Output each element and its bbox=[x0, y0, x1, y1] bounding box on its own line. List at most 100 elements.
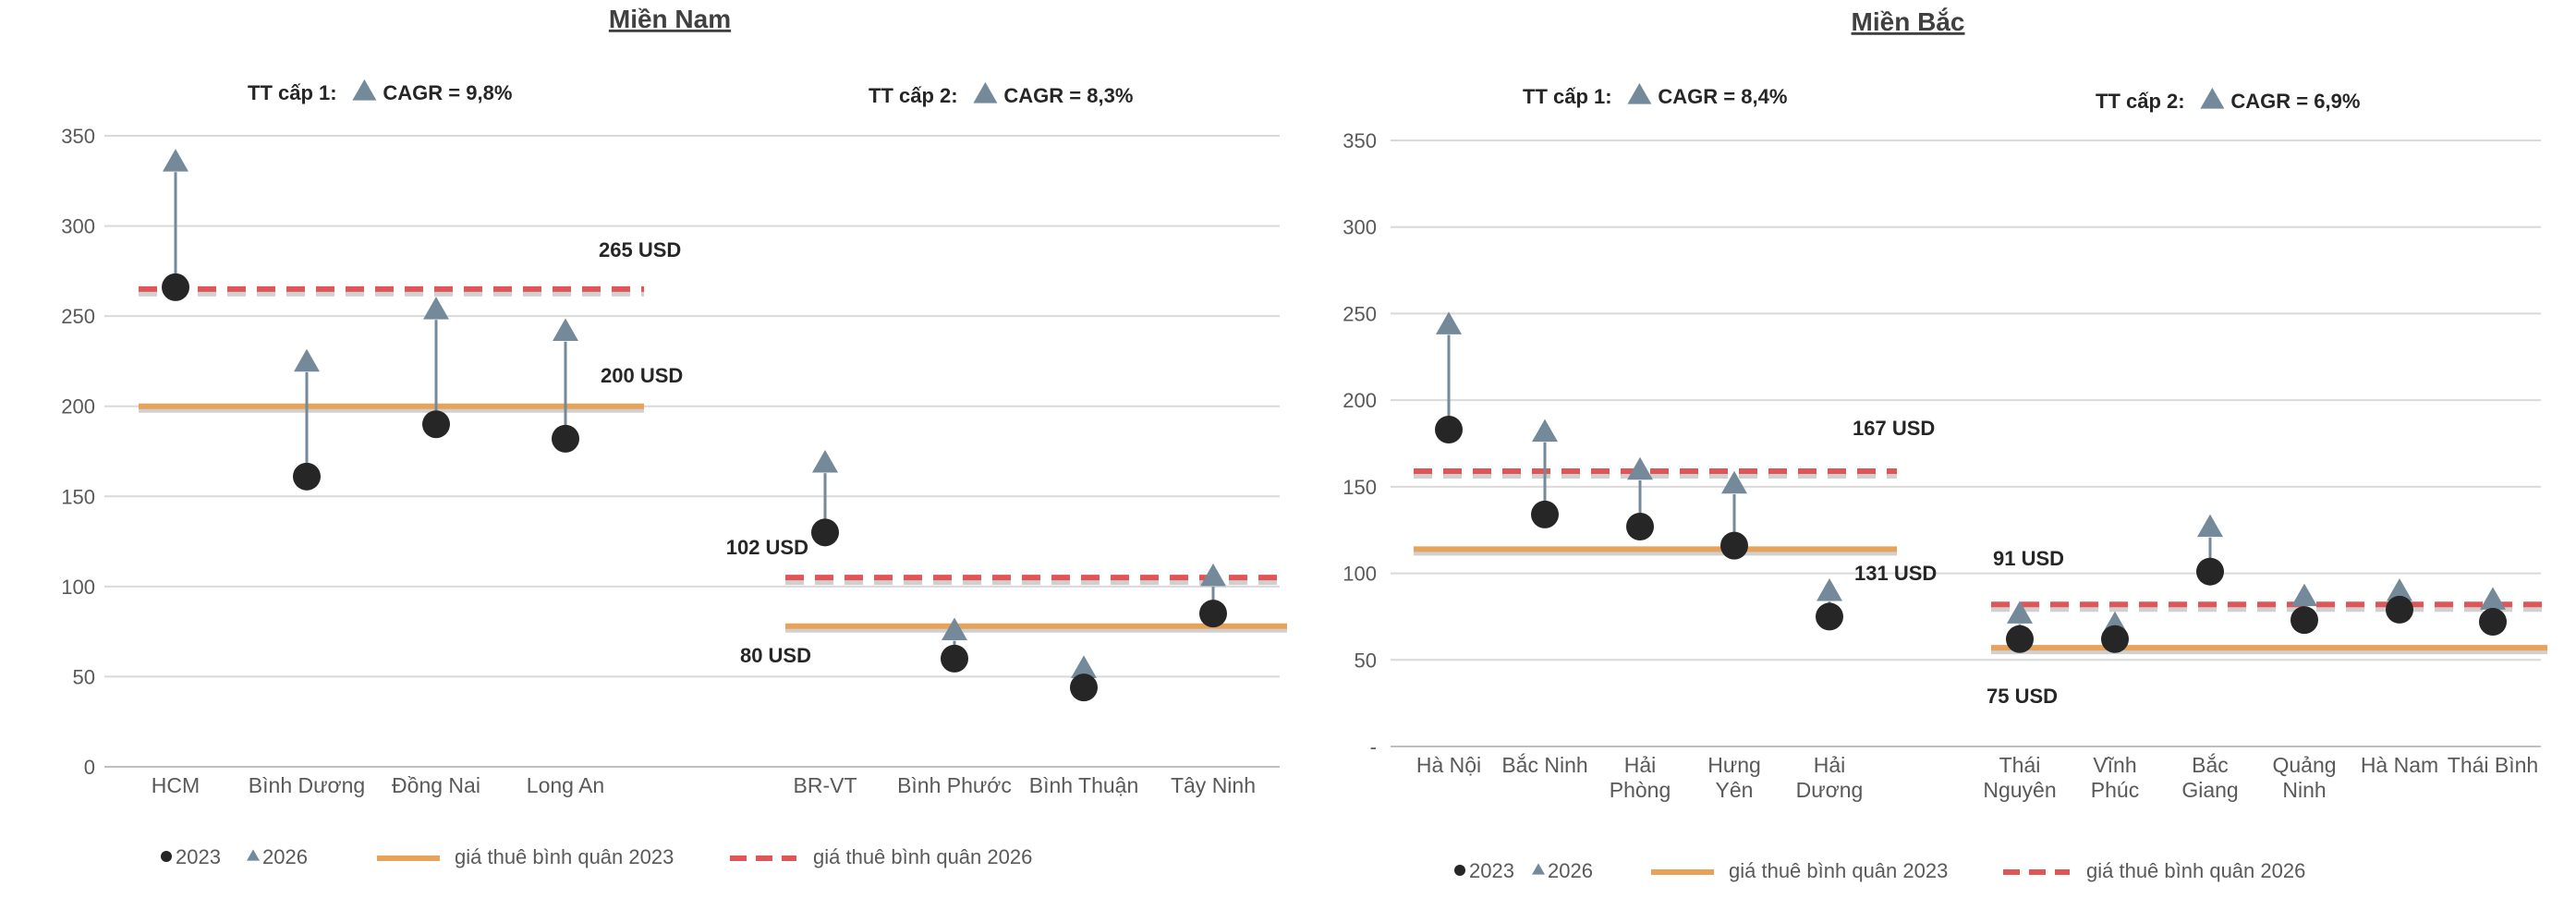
market-group-2: TT cấp 2: CAGR = 8,3% 102 USD 80 USD BR-VT Bì… bbox=[726, 81, 1287, 797]
point-2023-dot bbox=[1816, 602, 1843, 631]
point-2023-dot bbox=[293, 462, 321, 491]
market-group-1: TT cấp 1: CAGR = 8,4% 167 USD 131 USD Hà Nội… bbox=[1414, 82, 1937, 802]
point-2026-triangle bbox=[553, 318, 578, 342]
point-2026-triangle bbox=[423, 297, 449, 320]
avg-2023-label: 75 USD bbox=[1987, 685, 2058, 708]
point-2023-dot bbox=[1435, 416, 1463, 444]
y-tick-label: 250 bbox=[61, 305, 95, 328]
point-2026-triangle bbox=[1200, 563, 1226, 587]
legend-label-2023: 2023 bbox=[1469, 859, 1514, 882]
y-tick-label: 150 bbox=[61, 485, 95, 508]
y-tick-label: 300 bbox=[1343, 216, 1377, 239]
category-label: Đồng Nai bbox=[392, 773, 480, 797]
category-label: Bình Phước bbox=[897, 773, 1012, 797]
group-header-prefix: TT cấp 2: bbox=[869, 84, 958, 107]
point-2023-dot bbox=[552, 424, 579, 453]
point-2026-triangle bbox=[1627, 456, 1653, 480]
y-tick-label: 100 bbox=[1343, 563, 1377, 586]
avg-2023-label: 200 USD bbox=[601, 364, 683, 387]
legend-label-2026: 2026 bbox=[1548, 859, 1593, 882]
point-2026-triangle bbox=[942, 617, 967, 640]
point-2026-triangle bbox=[2480, 587, 2506, 610]
y-tick-label: 300 bbox=[61, 215, 95, 238]
group-header-prefix: TT cấp 1: bbox=[248, 81, 337, 104]
category-label: Long An bbox=[527, 773, 604, 797]
category-label: Giang bbox=[2181, 778, 2238, 802]
point-2026-triangle bbox=[294, 348, 320, 372]
category-label: Thái Bình bbox=[2448, 753, 2538, 777]
point-2026-triangle bbox=[1532, 419, 1558, 443]
y-tick-label: 250 bbox=[1343, 302, 1377, 325]
point-2026-triangle bbox=[2291, 583, 2317, 607]
point-2026-triangle bbox=[1817, 577, 1842, 601]
chart-title: Miền Nam bbox=[609, 5, 731, 33]
legend-label-avg-2026: giá thuê bình quân 2026 bbox=[813, 845, 1032, 868]
point-2026-triangle bbox=[1071, 655, 1097, 678]
legend-2023-dot-icon bbox=[1454, 865, 1465, 876]
legend-2026-triangle-icon bbox=[247, 849, 260, 861]
category-label: Hưng bbox=[1707, 753, 1761, 777]
legend-2023-dot-icon bbox=[161, 851, 172, 862]
category-label: Phúc bbox=[2091, 778, 2139, 802]
point-2023-dot bbox=[1720, 531, 1748, 560]
group-header-cagr: CAGR = 6,9% bbox=[2230, 90, 2360, 113]
category-label: Ninh bbox=[2282, 778, 2326, 802]
y-tick-label: 150 bbox=[1343, 476, 1377, 499]
category-label: Nguyên bbox=[1983, 778, 2056, 802]
category-label: Bắc Ninh bbox=[1501, 753, 1587, 777]
category-label: Dương bbox=[1796, 778, 1864, 802]
group-header-cagr: CAGR = 8,3% bbox=[1003, 84, 1133, 107]
header-triangle-icon bbox=[973, 81, 998, 103]
point-2023-dot bbox=[2006, 625, 2034, 653]
point-2023-dot bbox=[1070, 673, 1098, 702]
chart-legend: 2023 2026 giá thuê bình quân 2023 giá thuê … bbox=[161, 845, 1032, 868]
category-label: Bắc bbox=[2192, 753, 2229, 777]
market-group-1: TT cấp 1: CAGR = 9,8% 265 USD 200 USD HCM Bìn… bbox=[139, 79, 683, 797]
chart-panel-mien-bac: Miền Bắc - 50 100 150 200 250 300 350 TT cấp 1: CA… bbox=[1343, 7, 2547, 882]
point-2023-dot bbox=[1626, 512, 1654, 540]
category-label: Hải bbox=[1814, 753, 1846, 777]
point-2023-dot bbox=[811, 518, 839, 547]
point-2026-triangle bbox=[163, 149, 188, 172]
category-label: Hà Nội bbox=[1416, 753, 1481, 777]
legend-label-avg-2023: giá thuê bình quân 2023 bbox=[455, 845, 674, 868]
legend-label-2023: 2023 bbox=[176, 845, 221, 868]
y-tick-label: 200 bbox=[1343, 389, 1377, 412]
group-header-prefix: TT cấp 1: bbox=[1523, 85, 1612, 108]
group-header-cagr: CAGR = 8,4% bbox=[1658, 85, 1787, 108]
point-2023-dot bbox=[1199, 600, 1227, 628]
y-tick-label: 0 bbox=[84, 756, 95, 779]
legend-2026-triangle-icon bbox=[1532, 863, 1545, 875]
point-2023-dot bbox=[2196, 557, 2224, 586]
point-2023-dot bbox=[941, 644, 968, 673]
y-tick-label: 50 bbox=[1355, 649, 1377, 672]
group-header-prefix: TT cấp 2: bbox=[2096, 90, 2185, 113]
legend-label-2026: 2026 bbox=[262, 845, 308, 868]
avg-2023-label: 131 USD bbox=[1854, 562, 1937, 585]
category-label: Hà Nam bbox=[2361, 753, 2438, 777]
y-tick-label: 200 bbox=[61, 395, 95, 419]
chart-panel-mien-nam: Miền Nam 0 50 100 150 200 250 300 350 TT cấp 1: CA… bbox=[61, 5, 1287, 868]
avg-2026-label: 265 USD bbox=[599, 238, 681, 261]
category-label: Tây Ninh bbox=[1171, 773, 1256, 797]
point-2026-triangle bbox=[1436, 311, 1462, 334]
category-label: Phòng bbox=[1610, 778, 1671, 802]
category-label: Yên bbox=[1716, 778, 1754, 802]
y-tick-label: - bbox=[1370, 735, 1377, 758]
group-header-cagr: CAGR = 9,8% bbox=[383, 81, 512, 104]
point-2026-triangle bbox=[812, 449, 838, 473]
header-triangle-icon bbox=[2200, 87, 2225, 109]
point-2026-triangle bbox=[1721, 470, 1747, 494]
legend-label-avg-2023: giá thuê bình quân 2023 bbox=[1729, 859, 1948, 882]
market-group-2: TT cấp 2: CAGR = 6,9% 91 USD 75 USD TháiNguy… bbox=[1983, 87, 2547, 802]
chart-title: Miền Bắc bbox=[1852, 7, 1965, 36]
y-tick-label: 100 bbox=[61, 576, 95, 599]
point-2023-dot bbox=[2386, 595, 2413, 624]
category-label: Thái bbox=[1999, 753, 2041, 777]
avg-2026-label: 102 USD bbox=[726, 536, 808, 559]
category-label: Bình Dương bbox=[249, 773, 365, 797]
avg-2026-label: 91 USD bbox=[1993, 547, 2064, 570]
header-triangle-icon bbox=[1627, 82, 1652, 104]
